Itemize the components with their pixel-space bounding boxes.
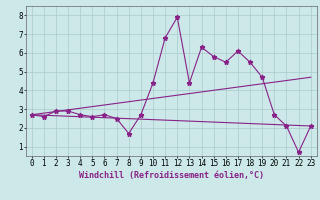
X-axis label: Windchill (Refroidissement éolien,°C): Windchill (Refroidissement éolien,°C) (79, 171, 264, 180)
